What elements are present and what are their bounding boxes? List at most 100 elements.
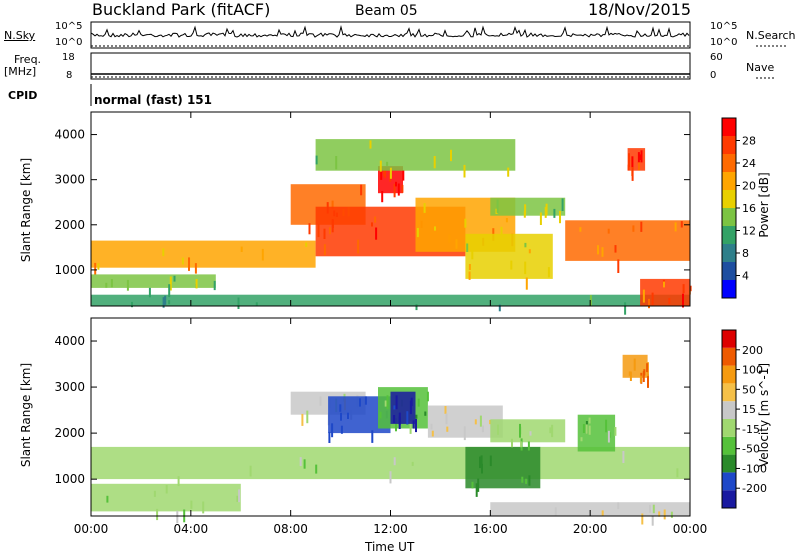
velocity-panel-speckle (319, 396, 322, 406)
freq-tick-top: 18 (62, 52, 75, 63)
velocity-colorbar-swatch (722, 436, 736, 455)
velocity-panel-speckle (670, 511, 673, 518)
velocity-panel-speckle (153, 490, 156, 497)
velocity-panel-speckle (663, 509, 666, 520)
velocity-panel-speckle (331, 423, 334, 438)
velocity-panel-speckle (642, 371, 645, 382)
power-panel-region (465, 233, 553, 279)
power-panel-speckle (393, 183, 396, 198)
velocity-panel-speckle (601, 510, 604, 516)
power-panel-speckle (682, 293, 684, 308)
velocity-panel-speckle (409, 421, 412, 434)
power-panel-speckle (539, 212, 542, 225)
velocity-panel-speckle (527, 441, 530, 451)
power-panel-speckle (495, 208, 498, 214)
power-panel-speckle (434, 226, 436, 231)
velocity-panel-ytick-label: 4000 (54, 334, 85, 348)
velocity-panel-speckle (444, 406, 447, 414)
velocity-panel-speckle (412, 420, 415, 429)
velocity-panel-speckle (481, 463, 483, 474)
power-panel-speckle (374, 216, 377, 223)
velocity-colorbar-tick-label: 15 (742, 403, 756, 416)
power-panel-speckle (561, 198, 564, 211)
power-panel-speckle (614, 245, 617, 253)
chart-title: Buckland Park (fitACF) (92, 0, 271, 19)
power-colorbar-swatch (722, 172, 736, 190)
power-panel-speckle (375, 227, 378, 240)
power-panel-speckle (423, 203, 426, 213)
power-panel-speckle (510, 260, 513, 270)
power-panel-speckle (559, 210, 561, 224)
velocity-colorbar-swatch (722, 454, 736, 473)
power-panel-speckle (544, 206, 547, 218)
power-panel-speckle (498, 304, 501, 312)
power-panel-speckle (308, 223, 311, 235)
power-panel-speckle (181, 257, 184, 265)
velocity-panel-speckle (395, 395, 398, 410)
power-panel-speckle (397, 183, 400, 196)
power-panel-speckle (380, 169, 383, 180)
velocity-panel-speckle (582, 424, 585, 433)
velocity-panel-speckle (528, 475, 531, 486)
power-colorbar-swatch (722, 226, 736, 244)
power-panel-speckle (255, 302, 258, 307)
velocity-panel-speckle (445, 413, 448, 425)
velocity-colorbar-tick-label: 100 (742, 364, 763, 377)
x-tick-label: 00:00 (74, 522, 109, 536)
power-panel-speckle (624, 302, 627, 315)
power-panel-speckle (335, 212, 338, 217)
power-panel-speckle (468, 264, 471, 270)
velocity-panel-speckle (315, 464, 318, 474)
velocity-panel-speckle (479, 456, 481, 469)
velocity-colorbar-swatch (722, 365, 736, 384)
x-tick-label: 16:00 (473, 522, 508, 536)
velocity-panel-speckle (489, 419, 492, 425)
velocity-panel-speckle (389, 471, 392, 484)
velocity-panel-ytick-label: 3000 (54, 380, 85, 394)
power-panel-speckle (381, 191, 384, 203)
cpid-label: CPID (8, 89, 38, 102)
velocity-panel-speckle (156, 508, 159, 521)
power-panel-speckle (188, 257, 190, 271)
velocity-panel-ytick-label: 1000 (54, 472, 85, 486)
power-panel-speckle (524, 204, 527, 215)
velocity-panel-speckle (658, 511, 661, 517)
velocity-panel-speckle (415, 418, 417, 433)
power-panel-speckle (237, 297, 240, 309)
nsky-strip (90, 21, 691, 49)
power-panel-speckle (360, 184, 363, 196)
velocity-colorbar-tick-label: -15 (742, 423, 760, 436)
velocity-panel-speckle (481, 425, 484, 433)
power-panel-speckle (110, 279, 113, 288)
power-panel-speckle (194, 263, 197, 274)
power-panel-speckle (323, 228, 326, 239)
power-panel-speckle (195, 279, 198, 289)
power-panel-speckle (579, 227, 582, 232)
velocity-panel-speckle (176, 510, 179, 524)
nave-tick-top: 60 (710, 52, 723, 63)
power-panel-speckle (642, 289, 645, 303)
x-tick-label: 20:00 (573, 522, 608, 536)
power-panel-speckle (663, 281, 665, 288)
x-tick-label: 12:00 (373, 522, 408, 536)
power-panel-speckle (627, 164, 630, 171)
velocity-panel-region (490, 502, 690, 516)
power-panel-speckle (305, 242, 308, 247)
freq-label-line2: [MHz] (4, 65, 37, 78)
power-colorbar-tick-label: 16 (742, 202, 756, 215)
velocity-panel-speckle (177, 476, 180, 487)
velocity-panel-speckle (415, 414, 418, 419)
velocity-panel-speckle (386, 395, 389, 409)
freq-strip (90, 52, 691, 80)
power-colorbar-swatch (722, 262, 736, 280)
velocity-panel-speckle (165, 485, 168, 494)
power-colorbar-tick-label: 28 (742, 135, 756, 148)
velocity-panel-speckle (649, 504, 651, 513)
power-panel-speckle (331, 200, 334, 209)
velocity-panel-speckle (639, 375, 642, 383)
velocity-colorbar-swatch (722, 472, 736, 491)
velocity-panel-speckle (489, 455, 492, 467)
power-panel-speckle (463, 164, 466, 178)
nave-label: Nave (746, 61, 775, 74)
velocity-panel-speckle (426, 391, 429, 402)
